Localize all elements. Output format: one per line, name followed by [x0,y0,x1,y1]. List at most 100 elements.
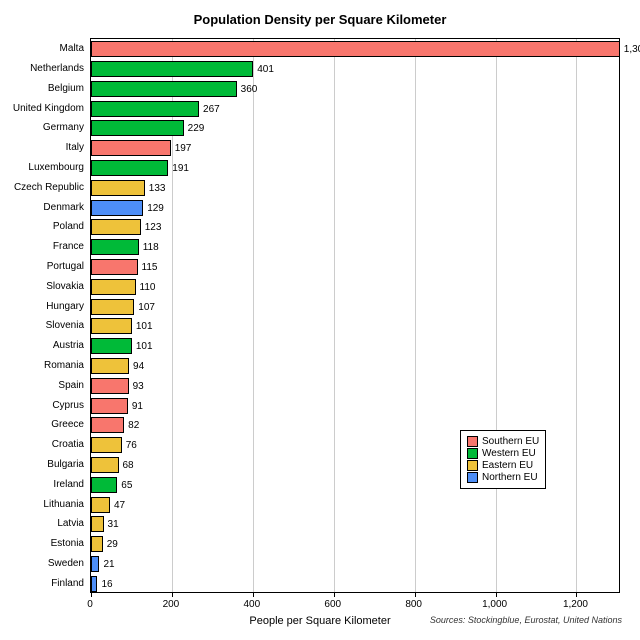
y-axis-label: Romania [0,360,84,371]
y-axis-label: France [0,241,84,252]
x-tick-label: 0 [87,599,93,610]
y-axis-label: Slovakia [0,281,84,292]
legend-label: Northern EU [482,472,538,483]
bar [91,160,168,176]
bar [91,259,138,275]
x-tick [91,592,92,597]
bar [91,318,132,334]
bar [91,536,103,552]
bar [91,398,128,414]
bar [91,239,139,255]
legend-label: Southern EU [482,436,539,447]
y-axis-label: Bulgaria [0,459,84,470]
bar-value-label: 229 [188,123,205,134]
bar [91,516,104,532]
legend-swatch [467,448,478,459]
bar-value-label: 93 [133,381,144,392]
x-tick [576,592,577,597]
bar-value-label: 401 [257,64,274,75]
bar [91,219,141,235]
bar-value-label: 82 [128,420,139,431]
bar-value-label: 68 [123,460,134,471]
legend-label: Western EU [482,448,536,459]
y-axis-label: Spain [0,380,84,391]
y-axis-label: Netherlands [0,63,84,74]
bar [91,338,132,354]
x-tick [172,592,173,597]
bar-value-label: 115 [142,262,158,273]
bar-value-label: 101 [136,341,153,352]
bar [91,299,134,315]
grid-line [415,39,416,592]
bar [91,61,253,77]
y-axis-label: Denmark [0,202,84,213]
bar-value-label: 47 [114,500,125,511]
y-axis-label: Portugal [0,261,84,272]
y-axis-label: Croatia [0,439,84,450]
x-tick [496,592,497,597]
legend-swatch [467,436,478,447]
y-axis-label: Estonia [0,538,84,549]
y-axis-label: Austria [0,340,84,351]
bar-value-label: 129 [147,203,164,214]
bar-value-label: 31 [108,519,119,530]
y-axis-label: Ireland [0,479,84,490]
bar [91,497,110,513]
y-axis-label: Hungary [0,301,84,312]
bar [91,81,237,97]
x-tick [334,592,335,597]
x-tick [253,592,254,597]
x-tick-label: 400 [243,599,260,610]
y-axis-label: Cyprus [0,400,84,411]
y-axis-label: Italy [0,142,84,153]
y-axis-label: Latvia [0,518,84,529]
y-axis-label: Poland [0,221,84,232]
legend-item: Northern EU [467,472,539,483]
bar [91,378,129,394]
bar [91,358,129,374]
plot-area: 1,30740136026722919719113312912311811511… [90,38,620,593]
bar-value-label: 16 [101,579,112,590]
sources-text: Sources: Stockingblue, Eurostat, United … [430,615,622,625]
bar [91,120,184,136]
bar [91,437,122,453]
x-tick-label: 1,000 [482,599,507,610]
chart-container: Population Density per Square Kilometer … [0,0,640,640]
grid-line [496,39,497,592]
bar-value-label: 133 [149,183,166,194]
bar [91,101,199,117]
grid-line [334,39,335,592]
legend-item: Eastern EU [467,460,539,471]
y-axis-label: Slovenia [0,320,84,331]
bar-value-label: 1,307 [624,44,640,55]
bar [91,180,145,196]
y-axis-label: Greece [0,419,84,430]
bar [91,457,119,473]
y-axis-label: Malta [0,43,84,54]
bar-value-label: 65 [121,480,132,491]
legend-item: Western EU [467,448,539,459]
bar [91,576,97,592]
legend-swatch [467,472,478,483]
x-tick-label: 800 [405,599,422,610]
legend-swatch [467,460,478,471]
bar-value-label: 94 [133,361,144,372]
x-tick-label: 600 [324,599,341,610]
y-axis-label: Germany [0,122,84,133]
bar [91,477,117,493]
bar [91,200,143,216]
bar-value-label: 360 [241,84,258,95]
y-axis-label: Sweden [0,558,84,569]
bar-value-label: 110 [140,282,156,293]
bar-value-label: 123 [145,222,162,233]
bar [91,140,171,156]
y-axis-label: United Kingdom [0,103,84,114]
bar-value-label: 29 [107,539,118,550]
grid-line [253,39,254,592]
y-axis-label: Belgium [0,83,84,94]
bar-value-label: 267 [203,104,220,115]
bar [91,556,99,572]
legend: Southern EUWestern EUEastern EUNorthern … [460,430,546,489]
legend-item: Southern EU [467,436,539,447]
legend-label: Eastern EU [482,460,533,471]
